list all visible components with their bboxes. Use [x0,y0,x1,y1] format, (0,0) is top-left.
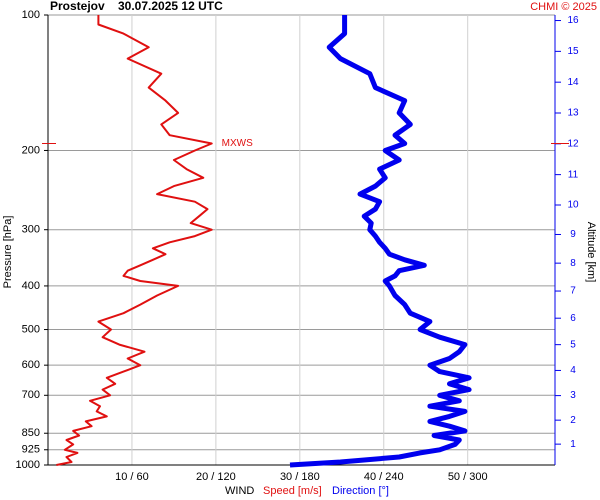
y2-tick-label: 13 [567,108,579,119]
y2-tick-label: 7 [570,286,576,297]
y2-tick-label: 1 [570,439,576,450]
y-tick-label: 925 [22,444,40,456]
chart-title: 30.07.2025 12 UTC [118,0,223,13]
y-tick-label: 850 [22,427,40,439]
y-tick-label: 1000 [16,459,40,471]
y-tick-label: 600 [22,359,40,371]
y2-tick-label: 4 [570,365,576,376]
legend-entry: Direction [°] [332,485,389,497]
y2-tick-label: 9 [570,229,576,240]
y-tick-label: 700 [22,389,40,401]
y2-tick-label: 6 [570,313,576,324]
x-tick-label: 20 / 120 [196,471,236,483]
y2-tick-label: 12 [567,138,579,149]
credit: CHMI © 2025 [530,1,597,13]
y2-tick-label: 10 [567,200,579,211]
y-tick-label: 100 [22,9,40,21]
x-tick-label: 30 / 180 [280,471,320,483]
y2-tick-label: 5 [570,339,576,350]
y2-tick-label: 3 [570,390,576,401]
y2-tick-label: 11 [568,169,579,180]
profile-line [56,15,213,466]
y2-tick-label: 8 [570,258,576,269]
y2-tick-label: 15 [567,46,579,57]
x-axis-label: WIND [225,485,254,497]
x-tick-label: 10 / 60 [115,471,149,483]
legend-entry: Speed [m/s] [263,485,322,497]
y-tick-label: 200 [22,144,40,156]
y-tick-label: 500 [22,323,40,335]
y2-tick-label: 16 [567,15,579,26]
station: Prostejov [50,0,105,13]
y-axis-label: Pressure [hPa] [2,216,14,289]
y2-tick-label: 14 [567,77,579,88]
y-tick-label: 300 [22,224,40,236]
y2-axis-label: Altitude [km] [585,222,597,283]
profile-line [289,15,472,468]
x-tick-label: 40 / 240 [364,471,404,483]
y2-tick-label: 2 [570,415,576,426]
x-tick-label: 50 / 300 [448,471,488,483]
y-tick-label: 400 [22,280,40,292]
annotation: MXWS [222,138,253,149]
